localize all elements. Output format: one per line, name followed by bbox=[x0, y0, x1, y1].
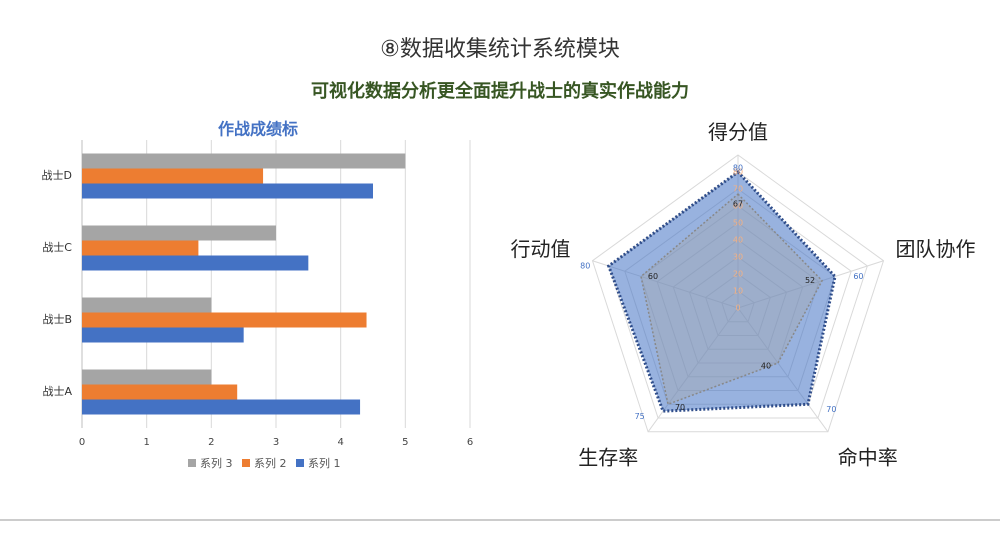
r-tick-label: 10 bbox=[733, 287, 743, 296]
data-label: 75 bbox=[635, 412, 645, 421]
bar bbox=[82, 384, 238, 400]
r-tick-label: 40 bbox=[733, 236, 743, 245]
y-tick-label: 战士A bbox=[42, 385, 72, 398]
r-tick-label: 80 bbox=[733, 168, 743, 177]
data-label: 40 bbox=[761, 362, 771, 371]
x-tick-label: 6 bbox=[467, 437, 473, 448]
category-label: 行动值 bbox=[510, 237, 570, 261]
slide-title: ⑧数据收集统计系统模块 bbox=[380, 37, 620, 62]
r-tick-label: 30 bbox=[733, 253, 743, 262]
r-tick-label: 60 bbox=[733, 202, 743, 211]
data-label: 52 bbox=[805, 276, 815, 285]
x-tick-label: 0 bbox=[79, 437, 85, 448]
x-tick-label: 5 bbox=[402, 437, 408, 448]
r-tick-label: 50 bbox=[733, 219, 743, 228]
radar-area bbox=[640, 193, 823, 406]
bar bbox=[82, 255, 309, 271]
category-label: 生存率 bbox=[578, 446, 638, 470]
bar bbox=[82, 240, 199, 256]
x-tick-label: 2 bbox=[208, 437, 214, 448]
r-tick-label: 70 bbox=[733, 185, 743, 194]
slide-subtitle: 可视化数据分析更全面提升战士的真实作战能力 bbox=[311, 80, 689, 102]
bar bbox=[82, 225, 276, 241]
outer-ring bbox=[591, 154, 885, 433]
x-tick-label: 3 bbox=[273, 437, 279, 448]
bar bbox=[82, 297, 212, 313]
data-label: 67 bbox=[733, 200, 743, 209]
legend-label: 系列 1 bbox=[308, 456, 341, 470]
y-tick-label: 战士D bbox=[42, 169, 72, 182]
y-tick-label: 战士B bbox=[42, 313, 72, 326]
bar bbox=[82, 312, 367, 328]
bar bbox=[82, 153, 406, 169]
r-tick-label: 0 bbox=[735, 304, 740, 313]
category-label: 命中率 bbox=[838, 446, 898, 470]
data-label: 70 bbox=[675, 403, 685, 412]
chart-title: 作战成绩标 bbox=[218, 120, 298, 139]
bar bbox=[82, 399, 361, 415]
legend-swatch bbox=[296, 459, 304, 467]
x-tick-label: 1 bbox=[143, 437, 149, 448]
bar bbox=[82, 369, 212, 385]
x-tick-label: 4 bbox=[337, 437, 343, 448]
legend-label: 系列 2 bbox=[254, 456, 287, 470]
data-label: 60 bbox=[853, 272, 863, 281]
bar bbox=[82, 327, 244, 343]
legend-swatch bbox=[188, 459, 196, 467]
data-label: 80 bbox=[580, 261, 590, 270]
r-tick-label: 20 bbox=[733, 270, 743, 279]
bar bbox=[82, 183, 373, 199]
radar-area bbox=[606, 170, 837, 413]
data-label: 80 bbox=[733, 164, 743, 173]
category-label: 团队协作 bbox=[896, 237, 976, 261]
bar bbox=[82, 168, 264, 184]
legend-label: 系列 3 bbox=[200, 456, 233, 470]
legend-swatch bbox=[242, 459, 250, 467]
data-label: 70 bbox=[826, 405, 836, 414]
data-label: 60 bbox=[648, 272, 658, 281]
y-tick-label: 战士C bbox=[42, 241, 72, 254]
category-label: 得分值 bbox=[708, 120, 768, 144]
